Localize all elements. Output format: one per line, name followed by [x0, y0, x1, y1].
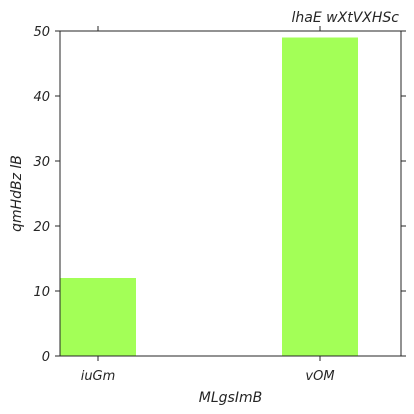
x-tick-label: vOM — [305, 369, 334, 384]
y-tick-label: 20 — [33, 220, 50, 235]
chart-marks — [60, 37, 358, 356]
x-axis-title: MLgsImB — [199, 390, 262, 406]
y-axis: 0 10 20 30 40 50 — [33, 25, 406, 365]
y-tick-label: 0 — [42, 350, 50, 365]
y-tick-label: 10 — [33, 285, 50, 300]
y-tick-label: 30 — [33, 155, 50, 170]
x-axis: iuGm vOM — [81, 26, 335, 384]
y-tick-label: 40 — [33, 90, 50, 105]
bar-vOM — [282, 37, 358, 356]
plot-frame — [59, 30, 402, 357]
chart-title: lhaE wXtVXHSc — [292, 10, 400, 26]
x-tick-label: iuGm — [81, 369, 116, 384]
bar-iuGm — [60, 278, 136, 356]
y-tick-label: 50 — [33, 25, 50, 40]
y-axis-title: qmHdBz lB — [9, 155, 25, 232]
